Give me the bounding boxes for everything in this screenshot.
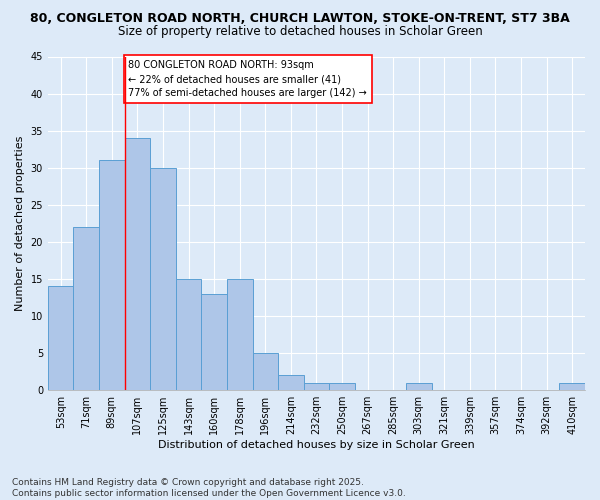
Text: 80, CONGLETON ROAD NORTH, CHURCH LAWTON, STOKE-ON-TRENT, ST7 3BA: 80, CONGLETON ROAD NORTH, CHURCH LAWTON,… [30, 12, 570, 26]
Bar [304, 383, 329, 390]
Text: Contains HM Land Registry data © Crown copyright and database right 2025.
Contai: Contains HM Land Registry data © Crown c… [12, 478, 406, 498]
Bar [406, 383, 431, 390]
Text: 80 CONGLETON ROAD NORTH: 93sqm
← 22% of detached houses are smaller (41)
77% of : 80 CONGLETON ROAD NORTH: 93sqm ← 22% of … [128, 60, 367, 98]
Bar [202, 294, 227, 390]
Y-axis label: Number of detached properties: Number of detached properties [15, 136, 25, 311]
Bar [125, 138, 150, 390]
Bar [227, 279, 253, 390]
Bar [176, 279, 202, 390]
Bar [48, 286, 73, 390]
Bar [329, 383, 355, 390]
Bar [150, 168, 176, 390]
Bar [559, 383, 585, 390]
Bar [253, 353, 278, 390]
Bar [278, 376, 304, 390]
Bar [73, 227, 99, 390]
X-axis label: Distribution of detached houses by size in Scholar Green: Distribution of detached houses by size … [158, 440, 475, 450]
Text: Size of property relative to detached houses in Scholar Green: Size of property relative to detached ho… [118, 25, 482, 38]
Bar [99, 160, 125, 390]
